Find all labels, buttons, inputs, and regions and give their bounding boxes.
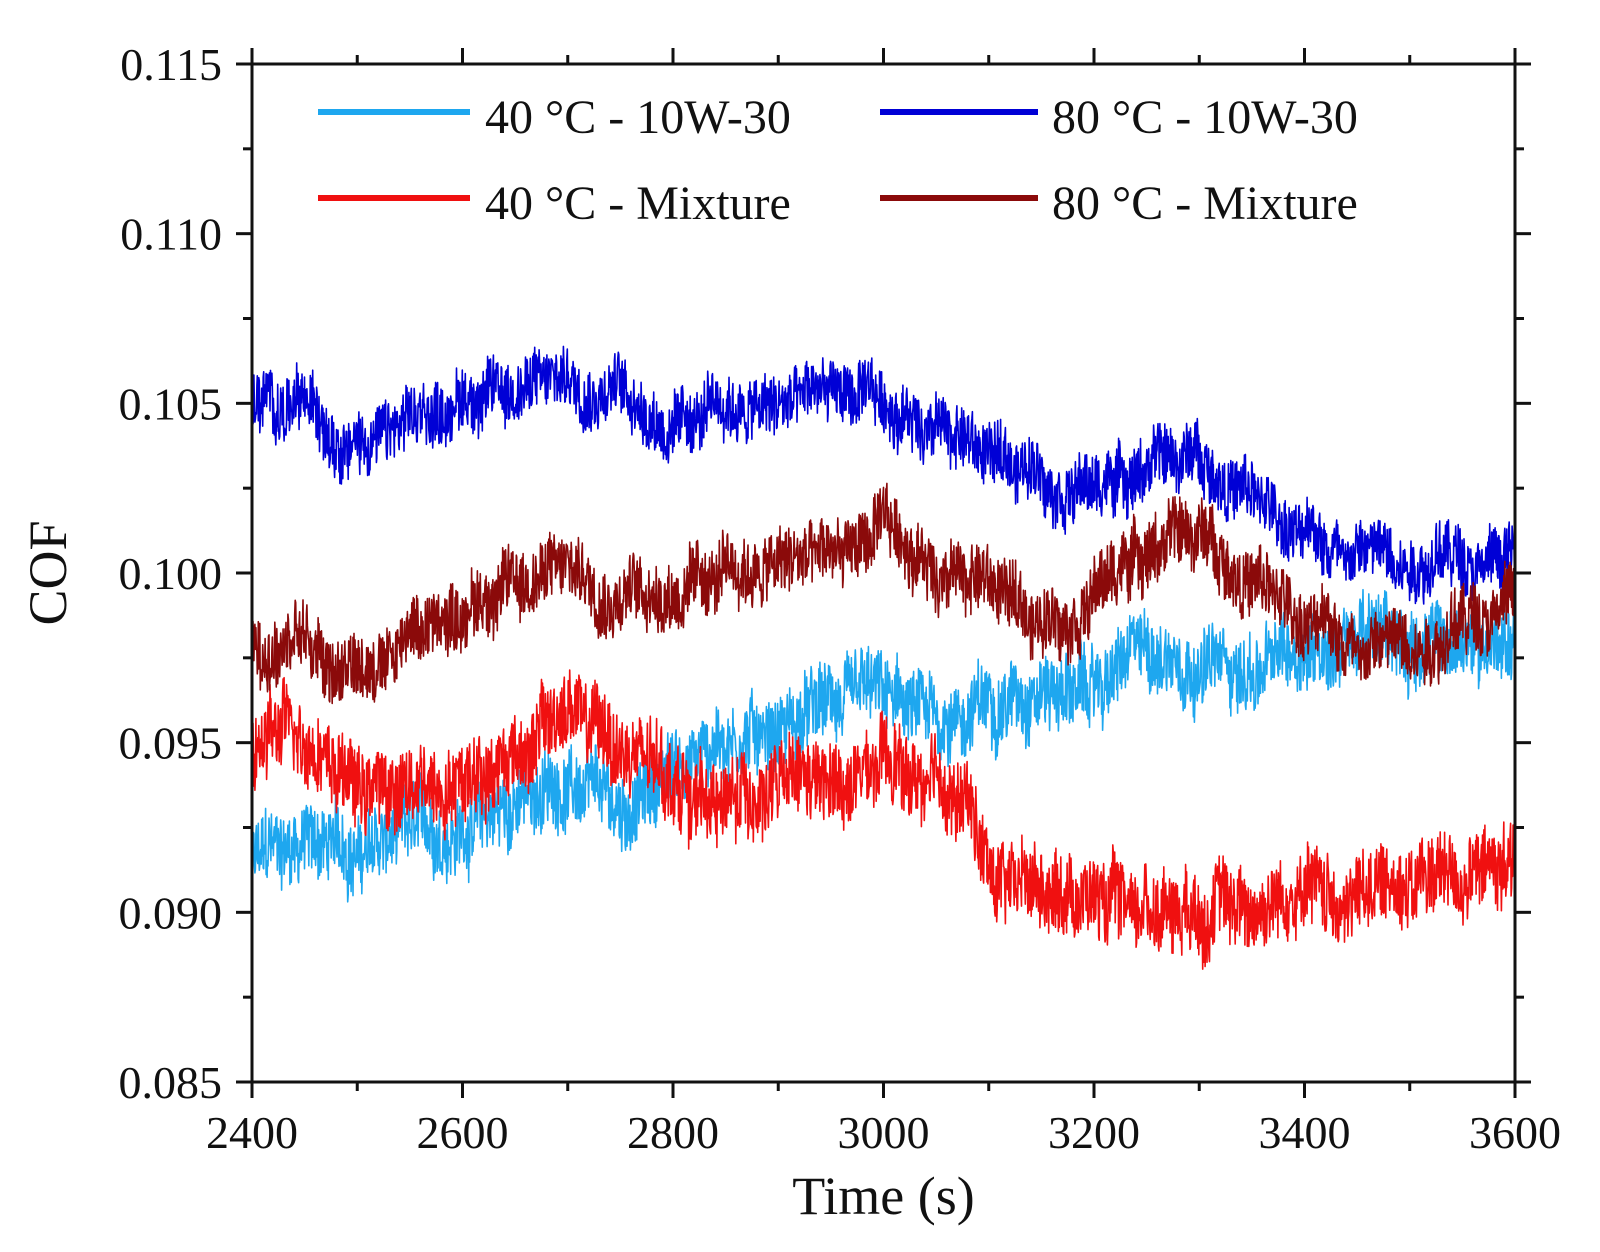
x-axis-title: Time (s) [792, 1166, 975, 1226]
x-tick-label: 2800 [627, 1107, 719, 1158]
legend-label-40c-10w30: 40 °C - 10W-30 [485, 91, 791, 144]
y-tick-label: 0.085 [119, 1057, 223, 1108]
x-tick-label: 3000 [838, 1107, 930, 1158]
series-line-3 [251, 482, 1516, 705]
legend-label-80c-10w30: 80 °C - 10W-30 [1052, 91, 1358, 144]
y-tick-label: 0.100 [119, 548, 223, 599]
series-line-2 [251, 669, 1516, 970]
x-tick-label: 2600 [417, 1107, 509, 1158]
legend: 40 °C - 10W-30 80 °C - 10W-30 40 °C - Mi… [318, 91, 1358, 230]
y-tick-label: 0.090 [119, 887, 223, 938]
ticks-layer: 2400 2600 2800 3000 3200 3400 3600 0.085 0.090 0.… [119, 39, 1562, 1158]
x-tick-label: 3400 [1259, 1107, 1351, 1158]
y-axis-title: COF [18, 520, 78, 625]
y-tick-label: 0.095 [119, 718, 223, 769]
y-tick-label: 0.105 [119, 378, 223, 429]
legend-label-40c-mixture: 40 °C - Mixture [485, 177, 791, 230]
legend-label-80c-mixture: 80 °C - Mixture [1052, 177, 1358, 230]
y-tick-label: 0.115 [120, 39, 222, 90]
y-tick-label: 0.110 [120, 209, 222, 260]
x-tick-label: 2400 [206, 1107, 298, 1158]
x-tick-label: 3200 [1048, 1107, 1140, 1158]
series-layer [251, 345, 1516, 970]
x-tick-label: 3600 [1469, 1107, 1561, 1158]
series-line-1 [251, 345, 1516, 605]
